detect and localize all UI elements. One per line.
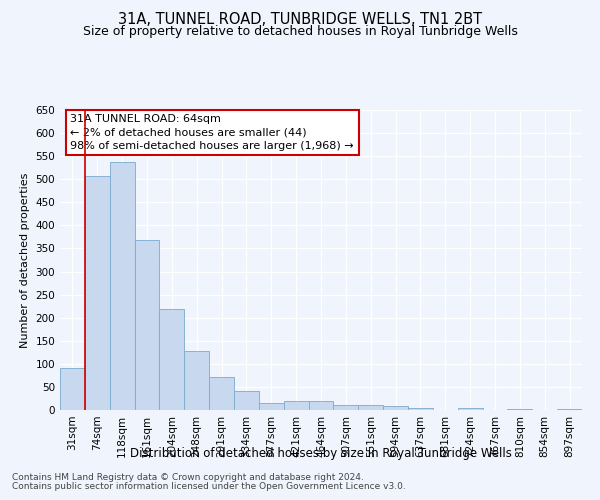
Bar	[284, 401, 308, 410]
Bar	[85, 176, 110, 410]
Text: Contains public sector information licensed under the Open Government Licence v3: Contains public sector information licen…	[12, 482, 406, 491]
Bar	[458, 408, 482, 410]
Bar	[408, 408, 433, 410]
Bar	[383, 406, 408, 410]
Y-axis label: Number of detached properties: Number of detached properties	[20, 172, 30, 348]
Bar	[209, 377, 234, 410]
Bar	[557, 408, 582, 410]
Text: Distribution of detached houses by size in Royal Tunbridge Wells: Distribution of detached houses by size …	[130, 448, 512, 460]
Bar	[134, 240, 160, 410]
Text: Contains HM Land Registry data © Crown copyright and database right 2024.: Contains HM Land Registry data © Crown c…	[12, 474, 364, 482]
Text: Size of property relative to detached houses in Royal Tunbridge Wells: Size of property relative to detached ho…	[83, 25, 517, 38]
Bar	[259, 403, 284, 410]
Bar	[234, 390, 259, 410]
Bar	[358, 405, 383, 410]
Text: 31A, TUNNEL ROAD, TUNBRIDGE WELLS, TN1 2BT: 31A, TUNNEL ROAD, TUNBRIDGE WELLS, TN1 2…	[118, 12, 482, 28]
Bar	[160, 310, 184, 410]
Bar	[110, 162, 134, 410]
Bar	[334, 405, 358, 410]
Bar	[508, 408, 532, 410]
Bar	[60, 368, 85, 410]
Text: 31A TUNNEL ROAD: 64sqm
← 2% of detached houses are smaller (44)
98% of semi-deta: 31A TUNNEL ROAD: 64sqm ← 2% of detached …	[70, 114, 354, 151]
Bar	[184, 352, 209, 410]
Bar	[308, 401, 334, 410]
